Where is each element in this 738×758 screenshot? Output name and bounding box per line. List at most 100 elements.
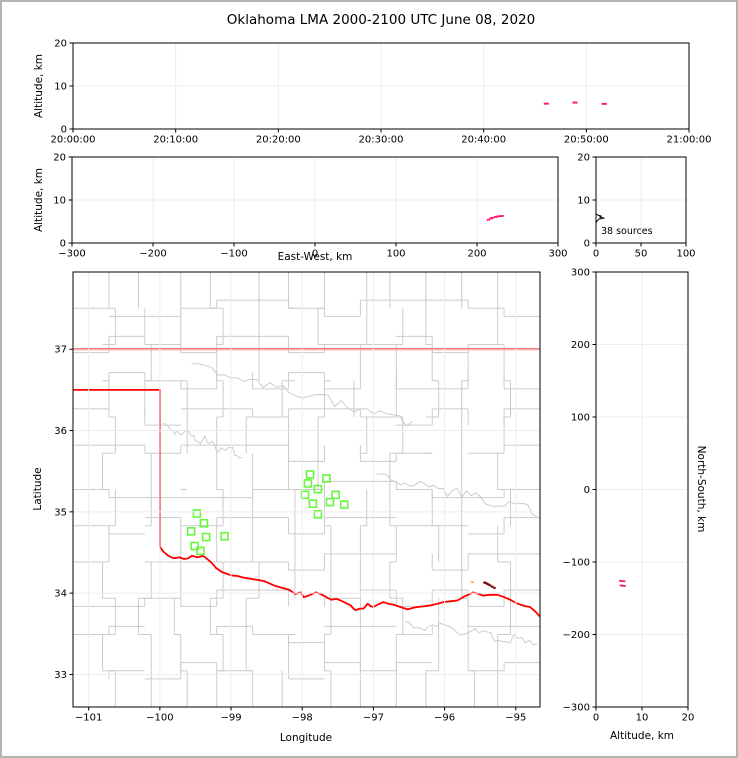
tick-label: 0	[593, 713, 599, 724]
tick-label: −100	[220, 249, 247, 260]
tick-label: 36	[54, 426, 67, 437]
station-marker	[325, 497, 335, 507]
tick-label: −95	[505, 713, 526, 724]
station-marker	[190, 541, 200, 551]
station-marker	[331, 490, 340, 500]
tick-label: 100	[386, 249, 405, 260]
tick-label: −300	[563, 703, 590, 714]
histogram-line	[595, 156, 605, 244]
tick-label: 200	[571, 340, 590, 351]
axis-label-longitude: Longitude	[279, 732, 333, 744]
annotation-sources-count: 38 sources	[601, 226, 653, 237]
panel-time-height: 20:00:00 20:10:00 20:20:00 20:30:00 20:40:00…	[51, 39, 712, 146]
data-point	[622, 585, 626, 587]
tick-label: 33	[54, 670, 67, 681]
panel-ns-height: 0 10 20 −300 −200 −100 0 100 200 300	[563, 268, 695, 724]
data-point	[619, 579, 623, 582]
tick-label: 20:10:00	[153, 135, 198, 146]
tick-label: −200	[139, 249, 166, 260]
data-point	[491, 585, 494, 588]
tick-label: 37	[54, 345, 67, 356]
axis-label-altitude-top: Altitude, km	[33, 53, 45, 119]
tick-label: −96	[434, 713, 455, 724]
data-point	[543, 102, 549, 105]
data-point	[484, 581, 488, 585]
station-marker	[303, 479, 313, 488]
county-borders	[73, 272, 540, 707]
tick-label: 100	[571, 413, 590, 424]
tick-label: 0	[584, 239, 590, 250]
tick-label: −97	[363, 713, 384, 724]
axis-label-altitude-ns: Altitude, km	[609, 730, 675, 742]
tick-label: 300	[571, 268, 590, 279]
tick-label: 20:20:00	[256, 135, 301, 146]
tick-label: −98	[292, 713, 313, 724]
station-marker	[199, 518, 209, 528]
data-point	[488, 584, 492, 587]
tick-label: 35	[54, 507, 67, 518]
station-marker	[186, 527, 196, 536]
tick-label: −101	[75, 713, 102, 724]
tick-label: 0	[61, 125, 67, 136]
axis-label-east-west: East-West, km	[277, 251, 353, 263]
panel-ew-height: −300 −200 −100 0 100 200 300 0 10 20	[53, 153, 567, 260]
station-marker	[192, 509, 202, 518]
data-point	[470, 581, 474, 584]
tick-label: 0	[312, 249, 318, 260]
station-marker	[305, 470, 315, 479]
data-point	[487, 583, 490, 586]
data-point	[601, 102, 607, 105]
tick-label: 100	[676, 249, 695, 260]
data-point	[621, 580, 626, 583]
tick-label: 20:50:00	[564, 135, 609, 146]
tick-label: 20	[682, 713, 695, 724]
tick-label: 10	[53, 196, 66, 207]
tick-label: 0	[584, 485, 590, 496]
tick-label: 0	[60, 239, 66, 250]
tick-label: −200	[563, 630, 590, 641]
station-marker	[322, 474, 331, 483]
tick-label: 21:00:00	[667, 135, 712, 146]
station-marker	[313, 484, 323, 494]
axis-label-altitude-ew: Altitude, km	[33, 167, 45, 233]
river-line	[376, 473, 538, 518]
tick-label: 34	[54, 589, 67, 600]
tick-label: 20:40:00	[461, 135, 506, 146]
tick-label: −100	[146, 713, 173, 724]
panel-frame	[72, 271, 541, 708]
tick-label: 20	[577, 153, 590, 164]
data-point	[496, 215, 500, 218]
station-marker	[308, 499, 318, 509]
data-point	[483, 581, 486, 584]
tick-label: −300	[58, 249, 85, 260]
tick-label: 20:30:00	[359, 135, 404, 146]
tick-label: 10	[577, 196, 590, 207]
station-marker	[339, 500, 349, 509]
state-border	[158, 388, 540, 618]
panel-plan-view: −101 −100 −99 −98 −97 −96 −95 33 34 35 36 37	[54, 271, 541, 724]
station-marker	[313, 509, 323, 519]
station-marker	[201, 532, 211, 542]
tick-label: 10	[54, 82, 67, 93]
axis-label-latitude: Latitude	[32, 467, 44, 511]
tick-label: 300	[548, 249, 567, 260]
tick-label: 200	[467, 249, 486, 260]
data-point	[486, 218, 491, 221]
data-point	[486, 582, 489, 585]
river-line	[162, 422, 243, 459]
data-point	[500, 215, 504, 217]
station-marker	[300, 490, 310, 500]
map-layers	[73, 272, 540, 707]
axis-label-north-south: North-South, km	[695, 445, 707, 533]
station-marker	[220, 531, 229, 541]
plot-title: Oklahoma LMA 2000-2100 UTC June 08, 2020	[226, 12, 536, 28]
panel-source-histogram: 0 50 100 0 10 20	[577, 153, 695, 260]
data-point	[493, 216, 498, 218]
tick-label: 50	[635, 249, 648, 260]
data-point	[493, 586, 496, 589]
tick-label: −100	[563, 558, 590, 569]
data-point	[572, 101, 578, 104]
tick-label: 10	[636, 713, 649, 724]
